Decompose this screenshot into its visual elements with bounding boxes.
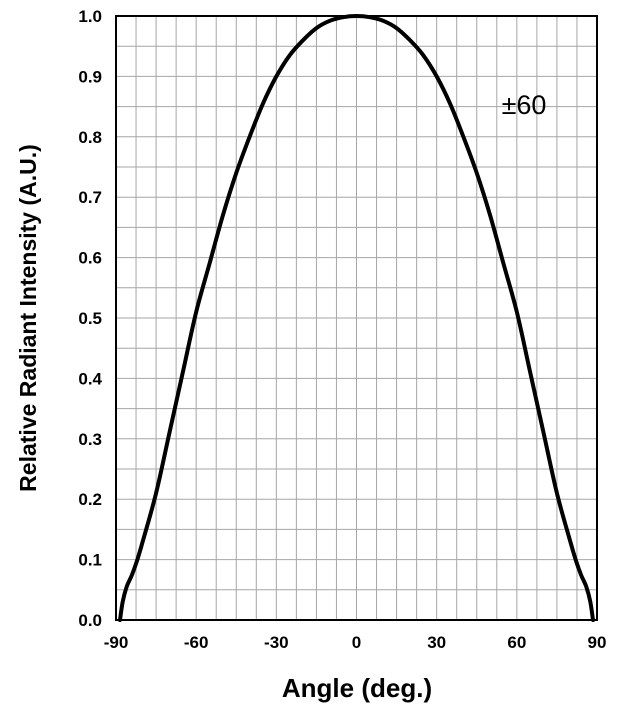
x-tick-label: 30 bbox=[427, 633, 446, 652]
y-tick-label: 0.5 bbox=[78, 309, 102, 328]
y-tick-label: 0.9 bbox=[78, 67, 102, 86]
y-tick-label: 0.0 bbox=[78, 611, 102, 630]
y-tick-label: 0.6 bbox=[78, 249, 102, 268]
x-tick-label: 0 bbox=[352, 633, 361, 652]
x-tick-label: -30 bbox=[264, 633, 289, 652]
y-tick-label: 0.2 bbox=[78, 490, 102, 509]
x-tick-labels: -90 -60 -30 0 30 60 90 bbox=[104, 633, 607, 652]
x-tick-label: 60 bbox=[507, 633, 526, 652]
grid bbox=[116, 16, 597, 620]
x-tick-label: -60 bbox=[184, 633, 209, 652]
annotation-label: ±60 bbox=[502, 90, 547, 120]
plot-frame bbox=[115, 15, 598, 621]
x-axis-title: Angle (deg.) bbox=[282, 673, 432, 703]
y-tick-label: 0.7 bbox=[78, 188, 102, 207]
y-tick-label: 0.1 bbox=[78, 551, 102, 570]
y-tick-label: 1.0 bbox=[78, 7, 102, 26]
y-tick-labels: 0.0 0.1 0.2 0.3 0.4 0.5 0.6 0.7 0.8 0.9 1.0 bbox=[78, 7, 102, 630]
y-tick-label: 0.4 bbox=[78, 369, 102, 388]
y-axis-title: Relative Radiant Intensity (A.U.) bbox=[15, 144, 41, 492]
y-tick-label: 0.3 bbox=[78, 430, 102, 449]
y-tick-label: 0.8 bbox=[78, 128, 102, 147]
x-tick-label: 90 bbox=[588, 633, 607, 652]
x-tick-label: -90 bbox=[104, 633, 129, 652]
